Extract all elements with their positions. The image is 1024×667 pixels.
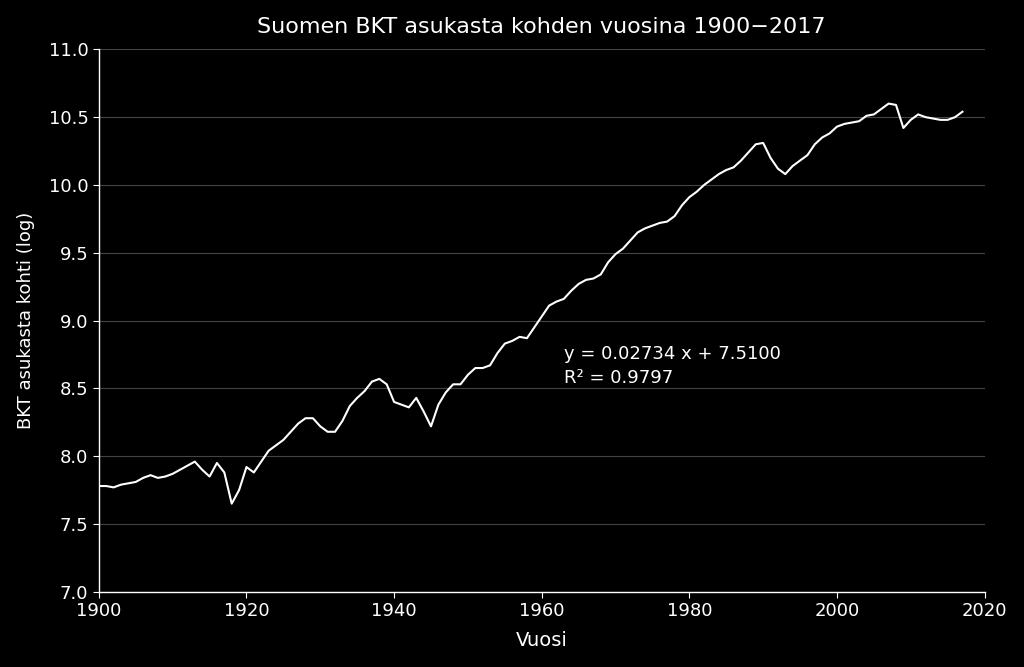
X-axis label: Vuosi: Vuosi — [516, 632, 567, 650]
Title: Suomen BKT asukasta kohden vuosina 1900−2017: Suomen BKT asukasta kohden vuosina 1900−… — [257, 17, 826, 37]
Y-axis label: BKT asukasta kohti (log): BKT asukasta kohti (log) — [16, 212, 35, 429]
Text: R² = 0.9797: R² = 0.9797 — [564, 370, 673, 388]
Text: y = 0.02734 x + 7.5100: y = 0.02734 x + 7.5100 — [564, 345, 780, 363]
